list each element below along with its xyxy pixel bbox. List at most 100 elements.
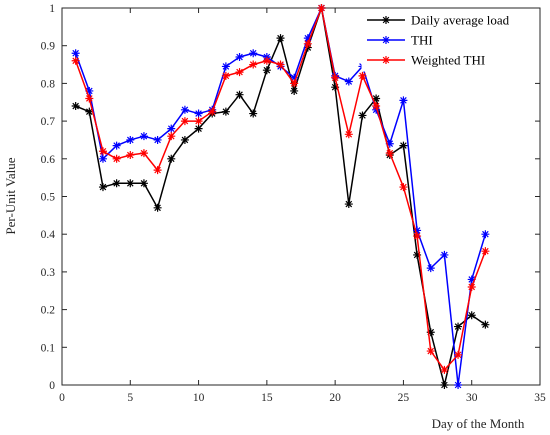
data-point bbox=[372, 94, 381, 103]
data-point bbox=[317, 4, 326, 12]
ticks-layer: 0 5 10 15 20 25 30 35 0 0.1 0.2 0.3 0.4 0.5 0.6 0.7 0.8 0… bbox=[41, 3, 546, 404]
data-point bbox=[112, 141, 121, 150]
data-point bbox=[126, 179, 135, 188]
data-point bbox=[85, 86, 94, 95]
data-point bbox=[413, 232, 422, 241]
legend-item: Daily average load bbox=[367, 13, 510, 28]
data-point bbox=[344, 130, 353, 139]
x-tick-label: 20 bbox=[329, 392, 341, 404]
x-tick-label: 35 bbox=[534, 392, 546, 404]
data-point bbox=[344, 200, 353, 209]
data-point bbox=[235, 53, 244, 62]
data-point bbox=[167, 154, 176, 163]
data-point bbox=[385, 139, 394, 148]
legend-items: Daily average load THI Weighted THI bbox=[367, 13, 510, 68]
data-point bbox=[481, 247, 490, 256]
data-point bbox=[426, 347, 435, 356]
legend-marker bbox=[382, 16, 390, 24]
data-point bbox=[303, 34, 312, 43]
series-daily-average-load bbox=[71, 4, 490, 389]
data-point bbox=[413, 226, 422, 235]
legend-item: THI bbox=[367, 33, 433, 48]
legend-label: Daily average load bbox=[411, 13, 510, 28]
y-tick-label: 0.3 bbox=[41, 267, 56, 279]
data-point bbox=[467, 275, 476, 284]
data-point bbox=[413, 250, 422, 259]
series-layer bbox=[71, 4, 490, 389]
data-point bbox=[180, 117, 189, 126]
data-point bbox=[194, 117, 203, 126]
data-point bbox=[385, 149, 394, 158]
data-point bbox=[426, 264, 435, 273]
data-point bbox=[85, 94, 94, 103]
data-point bbox=[112, 179, 121, 188]
data-point bbox=[126, 135, 135, 144]
data-point bbox=[399, 96, 408, 105]
data-point bbox=[221, 62, 230, 71]
x-axis-label: Day of the Month bbox=[432, 416, 525, 431]
y-axis-label: Per-Unit Value bbox=[3, 157, 18, 234]
data-point bbox=[167, 132, 176, 141]
data-point bbox=[235, 68, 244, 77]
data-point bbox=[399, 141, 408, 150]
legend-item: Weighted THI bbox=[367, 53, 485, 68]
data-point bbox=[249, 60, 258, 69]
data-point bbox=[440, 365, 449, 374]
legend-label: Weighted THI bbox=[411, 53, 485, 68]
data-point bbox=[139, 132, 148, 141]
data-point bbox=[481, 320, 490, 329]
legend-label: THI bbox=[411, 33, 433, 48]
data-point bbox=[221, 71, 230, 80]
data-point bbox=[290, 79, 299, 88]
x-tick-label: 10 bbox=[193, 392, 205, 404]
data-point bbox=[139, 179, 148, 188]
data-point bbox=[180, 135, 189, 144]
data-point bbox=[98, 183, 107, 192]
data-point bbox=[153, 135, 162, 144]
data-point bbox=[71, 56, 80, 65]
data-point bbox=[85, 107, 94, 116]
data-point bbox=[221, 107, 230, 116]
x-tick-label: 0 bbox=[59, 392, 65, 404]
data-point bbox=[249, 49, 258, 58]
x-tick-label: 15 bbox=[261, 392, 273, 404]
data-point bbox=[98, 154, 107, 163]
x-tick-label: 5 bbox=[127, 392, 133, 404]
y-tick-label: 1 bbox=[49, 3, 55, 15]
data-point bbox=[208, 107, 217, 116]
data-point bbox=[126, 151, 135, 160]
data-point bbox=[180, 105, 189, 114]
data-point bbox=[262, 66, 271, 75]
y-tick-label: 0 bbox=[49, 380, 55, 392]
data-point bbox=[426, 328, 435, 337]
data-point bbox=[372, 102, 381, 111]
data-point bbox=[290, 73, 299, 82]
data-point bbox=[467, 282, 476, 291]
data-point bbox=[399, 183, 408, 192]
data-point bbox=[262, 56, 271, 65]
x-tick-label: 25 bbox=[398, 392, 410, 404]
series-weighted-thi bbox=[71, 4, 490, 374]
y-tick-label: 0.5 bbox=[41, 192, 56, 204]
data-point bbox=[331, 73, 340, 82]
data-point bbox=[167, 124, 176, 133]
data-point bbox=[440, 250, 449, 259]
data-point bbox=[153, 166, 162, 175]
data-point bbox=[454, 350, 463, 359]
data-point bbox=[276, 34, 285, 43]
data-point bbox=[153, 203, 162, 212]
x-tick-label: 30 bbox=[466, 392, 478, 404]
data-point bbox=[481, 230, 490, 239]
data-point bbox=[249, 109, 258, 118]
data-point bbox=[139, 149, 148, 158]
data-point bbox=[235, 90, 244, 99]
legend-marker bbox=[382, 56, 390, 64]
y-tick-label: 0.8 bbox=[41, 78, 56, 90]
legend-marker bbox=[382, 36, 390, 44]
legend: Daily average load THI Weighted THI bbox=[361, 8, 540, 72]
data-point bbox=[112, 154, 121, 163]
data-point bbox=[358, 111, 367, 120]
data-point bbox=[440, 381, 449, 389]
